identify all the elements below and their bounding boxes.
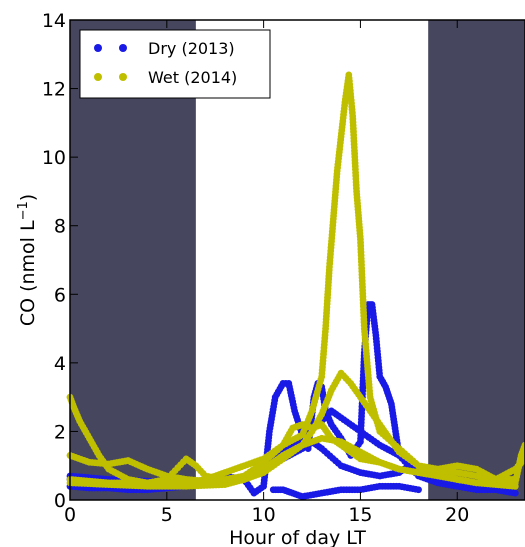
data-points: [66, 71, 525, 500]
y-tick-label: 14: [42, 10, 66, 32]
y-axis-ticks: 0 2 4 6 8 10 12 14: [42, 10, 78, 512]
point: [511, 482, 519, 490]
night-band-1: [428, 20, 525, 500]
x-tick-label: 0: [64, 504, 76, 526]
y-tick-label: 4: [54, 353, 66, 375]
y-axis-label-main: CO (nmol L: [17, 220, 39, 326]
x-tick-label: 15: [348, 504, 372, 526]
y-tick-label: 0: [54, 490, 66, 512]
y-tick-label: 12: [42, 79, 66, 101]
plot-frame: [69, 19, 525, 501]
y-tick-label: 6: [54, 284, 66, 306]
y-axis-label-sup: −1: [16, 201, 31, 220]
x-tick-label: 10: [252, 504, 276, 526]
legend: Dry (2013) Wet (2014): [79, 29, 271, 99]
night-band-0: [70, 20, 196, 500]
legend-label: Wet (2014): [148, 68, 237, 87]
x-axis-ticks: 0 5 10 15 20: [64, 20, 469, 526]
y-tick-label: 10: [42, 147, 66, 169]
legend-marker: [94, 44, 102, 52]
y-tick-label: 8: [54, 216, 66, 238]
legend-item-0: Dry (2013): [94, 39, 235, 58]
x-axis-label: Hour of day LT: [229, 527, 366, 547]
x-tick-label: 5: [161, 504, 173, 526]
point: [521, 441, 525, 449]
y-axis-label: CO (nmol L−1): [16, 194, 39, 326]
night-bands: [70, 20, 525, 500]
legend-item-1: Wet (2014): [94, 68, 237, 87]
y-axis-label-close: ): [17, 194, 39, 201]
y-tick-label: 2: [54, 421, 66, 443]
x-tick-label: 20: [445, 504, 469, 526]
legend-label: Dry (2013): [148, 39, 235, 58]
point: [511, 489, 519, 497]
legend-box: [79, 29, 271, 99]
series-1: [66, 71, 525, 490]
legend-marker: [94, 73, 102, 81]
legend-marker: [119, 73, 127, 81]
legend-marker: [119, 44, 127, 52]
point: [415, 486, 422, 494]
